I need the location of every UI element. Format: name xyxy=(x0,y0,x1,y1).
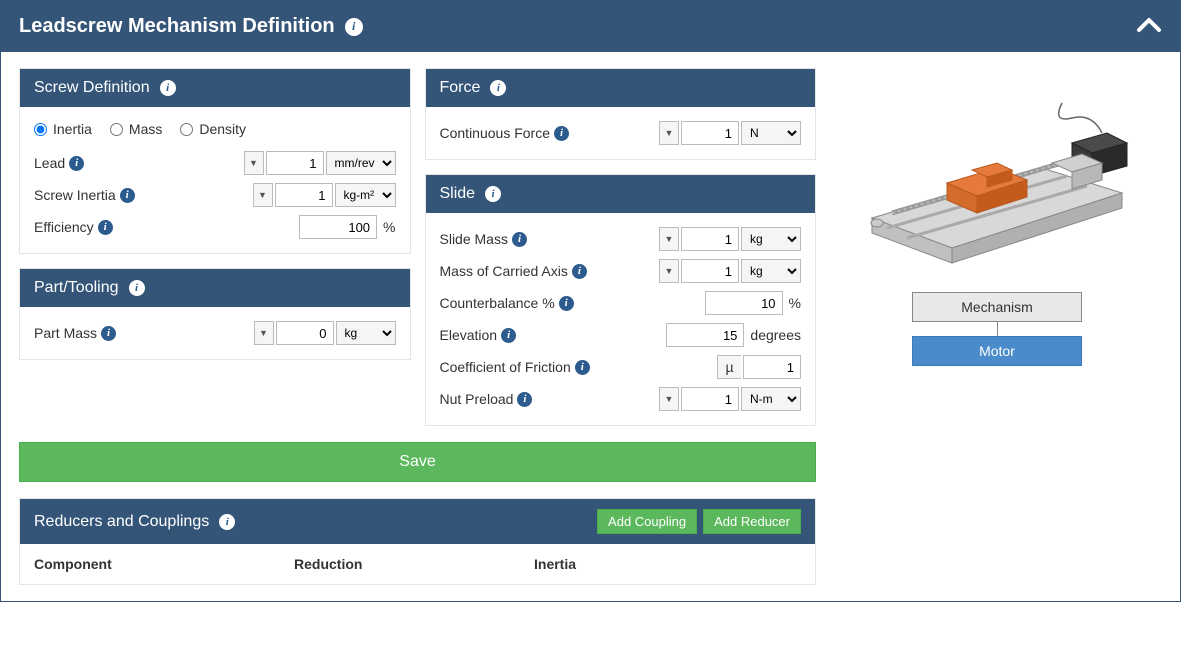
elevation-label: Elevation xyxy=(440,327,498,343)
info-icon[interactable]: i xyxy=(120,188,135,203)
counterbalance-label: Counterbalance % xyxy=(440,295,555,311)
elevation-unit: degrees xyxy=(750,327,801,343)
tree-motor-box[interactable]: Motor xyxy=(912,336,1082,366)
radio-inertia-input[interactable] xyxy=(34,123,47,136)
efficiency-input[interactable] xyxy=(299,215,377,239)
counterbalance-input[interactable] xyxy=(705,291,783,315)
tree-mechanism-box[interactable]: Mechanism xyxy=(912,292,1082,322)
radio-mass-input[interactable] xyxy=(110,123,123,136)
info-icon[interactable]: i xyxy=(129,280,145,296)
lead-label: Lead xyxy=(34,155,65,171)
page-title: Leadscrew Mechanism Definition i xyxy=(19,15,363,38)
info-icon[interactable]: i xyxy=(219,514,235,530)
info-icon[interactable]: i xyxy=(572,264,587,279)
cont-force-unit-select[interactable]: N xyxy=(741,121,801,145)
add-reducer-button[interactable]: Add Reducer xyxy=(703,509,801,534)
elevation-input[interactable] xyxy=(666,323,744,347)
slide-header: Slidei xyxy=(426,175,816,213)
info-icon[interactable]: i xyxy=(69,156,84,171)
tree-diagram: Mechanism Motor xyxy=(912,292,1082,366)
screw-inertia-label: Screw Inertia xyxy=(34,187,116,203)
info-icon[interactable]: i xyxy=(554,126,569,141)
reducers-panel: Reducers and Couplings i Add Coupling Add… xyxy=(19,498,816,585)
counterbalance-unit: % xyxy=(789,295,801,311)
part-mass-dropdown[interactable]: ▼ xyxy=(254,321,274,345)
main-header: Leadscrew Mechanism Definition i xyxy=(1,1,1180,52)
screw-inertia-dropdown[interactable]: ▼ xyxy=(253,183,273,207)
cont-force-input[interactable] xyxy=(681,121,739,145)
part-tooling-title: Part/Tooling xyxy=(34,279,119,297)
col-inertia: Inertia xyxy=(534,556,801,572)
part-mass-label: Part Mass xyxy=(34,325,97,341)
cont-force-dropdown[interactable]: ▼ xyxy=(659,121,679,145)
info-icon[interactable]: i xyxy=(517,392,532,407)
reducers-header: Reducers and Couplings i Add Coupling Add… xyxy=(20,499,815,544)
info-icon[interactable]: i xyxy=(575,360,590,375)
lead-dropdown[interactable]: ▼ xyxy=(244,151,264,175)
reducers-table-header: Component Reduction Inertia xyxy=(20,544,815,584)
force-title: Force xyxy=(440,79,481,97)
nut-preload-unit-select[interactable]: N-m xyxy=(741,387,801,411)
info-icon[interactable]: i xyxy=(512,232,527,247)
screw-def-title: Screw Definition xyxy=(34,79,150,97)
col-component: Component xyxy=(34,556,294,572)
screw-definition-panel: Screw Definition i Inertia Mass Density L… xyxy=(19,68,411,254)
part-mass-unit-select[interactable]: kg xyxy=(336,321,396,345)
info-icon[interactable]: i xyxy=(101,326,116,341)
force-panel: Forcei Continuous Forcei ▼ N xyxy=(425,68,817,160)
part-mass-input[interactable] xyxy=(276,321,334,345)
info-icon[interactable]: i xyxy=(490,80,506,96)
carried-axis-label: Mass of Carried Axis xyxy=(440,263,568,279)
radio-inertia[interactable]: Inertia xyxy=(34,121,92,137)
carried-axis-input[interactable] xyxy=(681,259,739,283)
radio-density[interactable]: Density xyxy=(180,121,246,137)
info-icon[interactable]: i xyxy=(345,18,363,36)
efficiency-label: Efficiency xyxy=(34,219,94,235)
friction-label: Coefficient of Friction xyxy=(440,359,571,375)
collapse-icon[interactable] xyxy=(1136,16,1162,37)
slide-mass-dropdown[interactable]: ▼ xyxy=(659,227,679,251)
lead-input[interactable] xyxy=(266,151,324,175)
add-coupling-button[interactable]: Add Coupling xyxy=(597,509,697,534)
info-icon[interactable]: i xyxy=(485,186,501,202)
mu-prefix: µ xyxy=(717,355,741,379)
nut-preload-dropdown[interactable]: ▼ xyxy=(659,387,679,411)
col-reduction: Reduction xyxy=(294,556,534,572)
slide-mass-label: Slide Mass xyxy=(440,231,508,247)
info-icon[interactable]: i xyxy=(501,328,516,343)
nut-preload-label: Nut Preload xyxy=(440,391,514,407)
screw-def-radios: Inertia Mass Density xyxy=(34,121,396,137)
screw-definition-header: Screw Definition i xyxy=(20,69,410,107)
slide-panel: Slidei Slide Massi ▼ kg xyxy=(425,174,817,426)
carried-axis-unit-select[interactable]: kg xyxy=(741,259,801,283)
screw-inertia-unit-select[interactable]: kg-m² xyxy=(335,183,396,207)
tree-connector xyxy=(997,322,998,336)
info-icon[interactable]: i xyxy=(98,220,113,235)
page-title-text: Leadscrew Mechanism Definition xyxy=(19,15,335,38)
radio-mass[interactable]: Mass xyxy=(110,121,162,137)
screw-inertia-input[interactable] xyxy=(275,183,333,207)
efficiency-unit: % xyxy=(383,219,395,235)
reducers-title: Reducers and Couplings xyxy=(34,513,209,531)
friction-input[interactable] xyxy=(743,355,801,379)
info-icon[interactable]: i xyxy=(559,296,574,311)
part-tooling-header: Part/Tooling i xyxy=(20,269,410,307)
cont-force-label: Continuous Force xyxy=(440,125,551,141)
lead-unit-select[interactable]: mm/rev xyxy=(326,151,396,175)
carried-axis-dropdown[interactable]: ▼ xyxy=(659,259,679,283)
part-tooling-panel: Part/Tooling i Part Mass i ▼ kg xyxy=(19,268,411,360)
slide-mass-unit-select[interactable]: kg xyxy=(741,227,801,251)
info-icon[interactable]: i xyxy=(160,80,176,96)
nut-preload-input[interactable] xyxy=(681,387,739,411)
slide-title: Slide xyxy=(440,185,476,203)
leadscrew-diagram xyxy=(852,88,1142,268)
radio-density-input[interactable] xyxy=(180,123,193,136)
force-header: Forcei xyxy=(426,69,816,107)
save-button[interactable]: Save xyxy=(19,442,816,482)
slide-mass-input[interactable] xyxy=(681,227,739,251)
